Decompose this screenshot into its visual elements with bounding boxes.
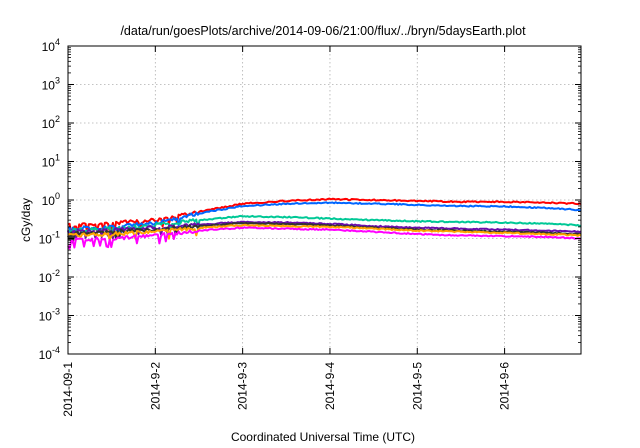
series-line (67, 214, 582, 238)
series-layer (67, 197, 582, 250)
y-tick-label: 102 (42, 114, 60, 131)
series-line (67, 226, 582, 250)
x-tick-label: 2014-9-5 (410, 362, 424, 410)
series-line (67, 201, 582, 237)
chart-title: /data/run/goesPlots/archive/2014-09-06/2… (120, 24, 526, 38)
axes: 10-4 10-3 10-2 10-1 100 101 102 103 104 2014-09-1… (39, 37, 582, 417)
y-tick-label: 101 (42, 153, 60, 170)
x-tick-label: 2014-9-3 (236, 362, 250, 410)
y-tick-label: 103 (42, 76, 60, 93)
plot-frame (67, 45, 582, 355)
y-tick-label: 104 (42, 37, 60, 54)
y-tick-label: 10-4 (39, 345, 60, 362)
y-tick-label: 10-2 (39, 268, 60, 285)
y-tick-label: 10-3 (39, 307, 60, 324)
series-line (67, 223, 582, 242)
x-tick-label: 2014-9-4 (323, 362, 337, 410)
series-line (67, 220, 582, 241)
x-tick-label: 2014-9-2 (148, 362, 162, 410)
y-axis-title: cGy/day (19, 198, 33, 242)
x-axis-title: Coordinated Universal Time (UTC) (231, 430, 415, 444)
series-line (67, 197, 582, 235)
y-tick-label: 10-1 (39, 230, 60, 247)
x-tick-label: 2014-9-6 (498, 362, 512, 410)
series-line (67, 221, 582, 244)
x-tick-label: 2014-09-1 (61, 362, 75, 417)
y-tick-label: 100 (42, 191, 60, 208)
